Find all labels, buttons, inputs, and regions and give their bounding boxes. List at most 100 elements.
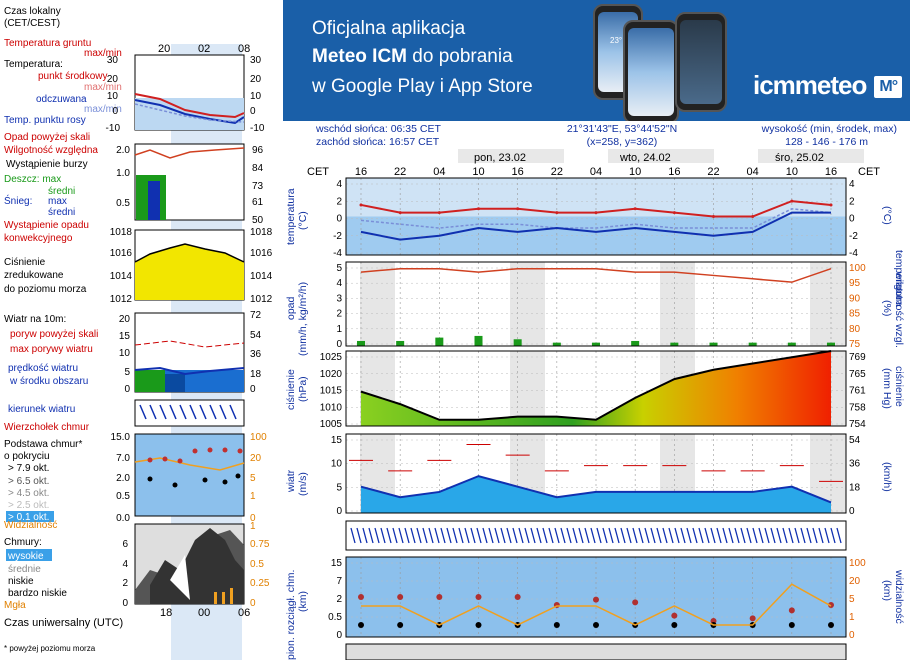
legend-utc: Czas uniwersalny (UTC) — [4, 617, 123, 629]
temp-point — [672, 211, 676, 215]
tick-left: 1010 — [320, 402, 343, 413]
wind-arrow — [746, 527, 752, 544]
wind-arrow — [800, 527, 806, 544]
svg-text:15: 15 — [119, 331, 131, 342]
wind-panel-frame — [345, 433, 847, 514]
temp-point — [712, 215, 715, 218]
wind-arrow — [482, 527, 488, 544]
svg-text:1014: 1014 — [110, 271, 133, 282]
cloud-base-point — [788, 622, 795, 628]
tick-right: 769 — [849, 352, 866, 363]
wind-arrow — [710, 527, 716, 544]
legend-snow-mean: średni — [48, 207, 75, 218]
wind-arrow — [632, 527, 638, 544]
wind-arrow — [470, 527, 476, 544]
legend-low: niskie — [8, 576, 34, 587]
tick-right: 0 — [849, 506, 855, 517]
precip-bar — [592, 342, 600, 346]
wind-arrow — [806, 527, 812, 544]
tick-right: 20 — [849, 576, 861, 587]
tick-right: 100 — [849, 558, 866, 569]
phone-image-2 — [623, 20, 679, 121]
wind-arrow — [818, 527, 824, 544]
temp-point — [516, 207, 520, 211]
humidity-unit: (%) — [881, 300, 893, 316]
wind-arrow — [392, 527, 398, 544]
altitude-text: 128 - 146 - 176 m — [785, 136, 868, 148]
day-label-2: wto, 24.02 — [619, 152, 671, 164]
cloud-top-point — [593, 596, 599, 603]
clouds-ylabel: pion. rozciągł. chm. — [285, 570, 297, 660]
svg-text:-10: -10 — [250, 123, 265, 134]
wind-arrow — [656, 527, 662, 544]
cloud-base-point — [671, 622, 678, 628]
wind-arrow — [830, 527, 836, 544]
wind-arrow — [824, 527, 830, 544]
legend-precip-above: Opad powyżej skali — [4, 132, 90, 143]
temperature-panel-frame — [345, 177, 847, 256]
svg-text:36: 36 — [250, 349, 262, 360]
legend-snow-max: max — [48, 196, 67, 207]
tick-left: 1 — [336, 324, 342, 335]
hour-label: 10 — [629, 166, 641, 178]
precip-bar — [709, 342, 718, 346]
night-shade — [510, 262, 545, 346]
svg-text:15.0: 15.0 — [111, 432, 131, 443]
wind-arrow — [758, 527, 764, 544]
precip-bar — [474, 335, 483, 346]
wind-arrow — [428, 527, 434, 544]
tick-left: 2 — [336, 594, 342, 605]
svg-text:-10: -10 — [106, 123, 121, 134]
legend-local-time: Czas lokalny — [4, 6, 61, 17]
svg-text:18: 18 — [250, 369, 262, 380]
svg-text:20: 20 — [107, 74, 119, 85]
tick-left: 5 — [336, 263, 342, 274]
svg-text:0: 0 — [250, 384, 256, 395]
legend-rain-mean: średni — [48, 186, 75, 197]
tick-left: 1025 — [320, 352, 343, 363]
wind-arrow — [488, 527, 494, 544]
temp-point — [829, 203, 833, 207]
day-label-3: śro, 25.02 — [775, 152, 824, 164]
info-bar: wschód słońca: 06:35 CET zachód słońca: … — [315, 123, 897, 148]
wind-arrow — [566, 527, 572, 544]
svg-text:0: 0 — [124, 384, 130, 395]
tick-right: 758 — [849, 402, 866, 413]
svg-text:0: 0 — [250, 106, 256, 117]
cloud-base-point — [358, 622, 364, 628]
svg-text:0.75: 0.75 — [250, 539, 270, 550]
svg-text:4: 4 — [122, 559, 128, 570]
wind-arrow — [674, 527, 680, 544]
svg-text:72: 72 — [250, 310, 262, 321]
wind-direction-strip — [345, 520, 847, 551]
cloud-top-point — [514, 594, 521, 600]
svg-text:96: 96 — [252, 145, 264, 156]
legend-panel: Czas lokalny (CET/CEST) 20 02 08 Tempera… — [4, 6, 273, 660]
precip-bar — [787, 342, 796, 346]
svg-text:1018: 1018 — [110, 227, 133, 238]
tick-left: 0 — [336, 506, 342, 517]
hour-label: 16 — [512, 166, 524, 178]
app-promo-banner[interactable]: Oficjalna aplikacja Meteo ICM do pobrani… — [283, 0, 910, 121]
hour-label: 04 — [747, 166, 759, 178]
tick-right: 765 — [849, 369, 866, 380]
wind-arrow — [770, 527, 776, 544]
wind-arrow — [704, 527, 710, 544]
precip-bar — [552, 342, 561, 346]
night-shade — [360, 262, 395, 346]
wind-arrow — [590, 527, 596, 544]
tick-left: 0.5 — [328, 612, 342, 623]
coords-text: 21°31'43"E, 53°44'52"N — [567, 123, 677, 135]
legend-okt79: > 7.9 okt. — [8, 463, 49, 474]
wind-arrow — [740, 527, 746, 544]
temp-point — [437, 211, 441, 215]
wind-arrow — [794, 527, 800, 544]
svg-text:1018: 1018 — [250, 227, 273, 238]
wind-arrow — [386, 527, 392, 544]
svg-text:0: 0 — [112, 106, 118, 117]
wind-arrow — [410, 527, 416, 544]
tick-right: 4 — [849, 179, 855, 190]
wind-unit-r: (km/h) — [881, 462, 893, 492]
tick-left: -2 — [333, 231, 342, 242]
